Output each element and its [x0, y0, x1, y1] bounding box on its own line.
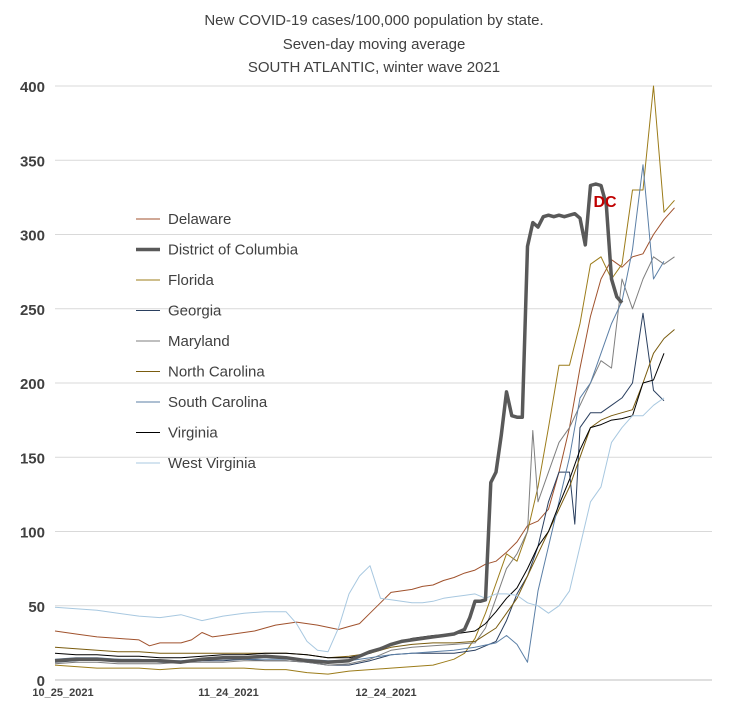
chart-subtitle: Seven-day moving average	[282, 36, 466, 53]
y-tick-label: 200	[20, 376, 45, 393]
y-tick-label: 400	[20, 79, 45, 96]
legend-entry: Virginia	[168, 425, 218, 442]
series-line-florida	[54, 85, 675, 675]
y-tick-label: 300	[20, 228, 45, 245]
legend-entry: North Carolina	[168, 364, 265, 381]
legend-entry: Delaware	[168, 211, 231, 228]
series-line-west-virginia	[54, 397, 665, 653]
chart-subtitle-region: SOUTH ATLANTIC, winter wave 2021	[247, 59, 501, 76]
legend-entry: Maryland	[168, 333, 230, 350]
y-tick-label: 150	[20, 450, 45, 467]
x-tick-label: 12_24_2021	[355, 687, 416, 699]
series-line-district-of-columbia	[54, 182, 624, 664]
legend-entry: Florida	[168, 272, 215, 289]
y-tick-label: 0	[37, 673, 45, 690]
y-tick-label: 250	[20, 302, 45, 319]
legend-entry: West Virginia	[168, 455, 256, 472]
chart-title: New COVID-19 cases/100,000 population by…	[204, 12, 544, 29]
legend-entry: Georgia	[168, 303, 222, 320]
annotation-label: DC	[593, 194, 617, 211]
series-line-south-carolina	[54, 164, 665, 663]
series-line-delaware	[54, 207, 675, 647]
series-line-georgia	[54, 312, 665, 666]
series-line-maryland	[54, 256, 675, 666]
legend-entry: District of Columbia	[168, 242, 299, 259]
y-tick-label: 350	[20, 153, 45, 170]
x-tick-label: 10_25_2021	[32, 687, 93, 699]
series-line-north-carolina	[54, 329, 675, 659]
x-tick-label: 11_24_2021	[198, 687, 259, 699]
y-tick-label: 100	[20, 525, 45, 542]
legend-entry: South Carolina	[168, 394, 268, 411]
y-tick-label: 50	[28, 599, 45, 616]
